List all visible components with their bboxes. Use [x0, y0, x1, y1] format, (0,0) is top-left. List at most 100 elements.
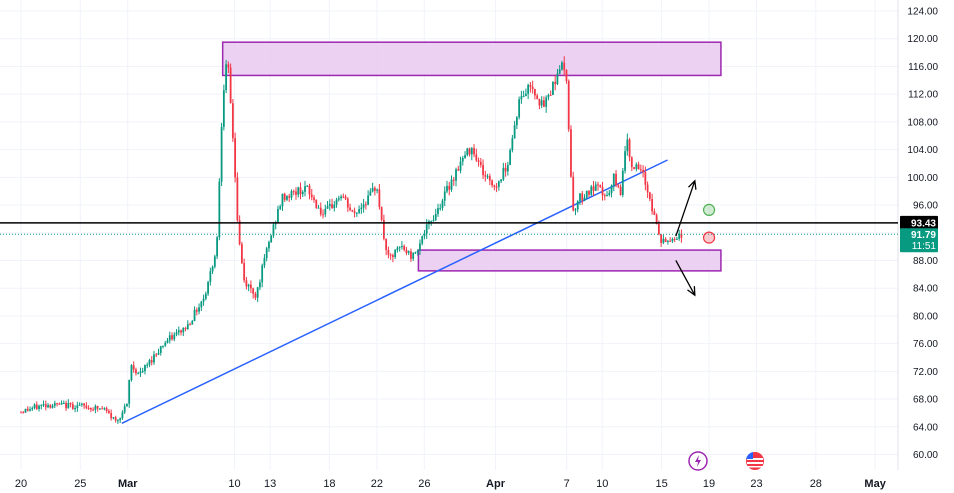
candle-body [74, 408, 76, 410]
candle-body [538, 98, 541, 106]
candle-body [166, 340, 169, 343]
candle-body [281, 193, 284, 207]
x-tick-label: Apr [486, 478, 506, 490]
candle-body [524, 93, 527, 97]
candle-body [475, 154, 478, 161]
candle-body [367, 195, 370, 205]
candle-body [511, 138, 514, 151]
candle-body [624, 151, 626, 171]
candle-body [306, 185, 309, 187]
candle-body [637, 164, 640, 170]
candle-body [443, 191, 446, 201]
candle-body [450, 179, 453, 190]
candle-body [671, 239, 674, 242]
candle-body [563, 62, 566, 71]
candle-body [173, 334, 176, 340]
candle-body [35, 404, 38, 409]
candle-body [114, 417, 117, 421]
candle-body [31, 408, 34, 410]
candle-body [65, 403, 67, 409]
candle-body [606, 194, 608, 197]
candle-body [101, 408, 104, 410]
markers-layer [702, 203, 716, 244]
candle-body [256, 287, 259, 298]
red-marker-dot [702, 231, 716, 244]
level-price-tag [900, 215, 938, 230]
candle-body [493, 185, 496, 187]
candle-body [599, 185, 602, 188]
candle-body [603, 195, 606, 197]
candle-body [227, 64, 230, 68]
candle-body [581, 193, 584, 201]
candle-body [552, 81, 554, 95]
candle-body [529, 84, 532, 87]
candle-body [44, 404, 47, 408]
candle-body [141, 371, 144, 373]
candle-body [576, 201, 579, 210]
x-tick-label: 18 [323, 478, 335, 490]
candle-body [207, 281, 209, 294]
candle-body [225, 64, 228, 91]
candle-body [484, 175, 487, 177]
candle-body [669, 240, 672, 242]
candle-body [398, 246, 401, 248]
candle-body [222, 90, 225, 127]
candle-body [468, 148, 471, 155]
candle-body [60, 403, 63, 405]
candle-body [105, 408, 108, 411]
candle-body [509, 150, 512, 165]
y-tick-label: 100.00 [907, 173, 938, 184]
candle-body [297, 187, 300, 195]
candle-body [304, 186, 306, 192]
candle-body [184, 328, 187, 330]
candle-body [346, 198, 349, 208]
candle-body [567, 81, 570, 130]
candle-body [112, 417, 115, 419]
candle-body [229, 67, 232, 104]
candle-body [335, 199, 338, 205]
candle-body [119, 418, 122, 421]
candle-body [612, 173, 615, 186]
candle-body [362, 204, 365, 208]
x-tick-label: 10 [228, 478, 240, 490]
candle-body [628, 139, 631, 158]
y-tick-label: 60.00 [913, 450, 938, 461]
candle-body [85, 405, 88, 408]
last-price-text: 91.79 [911, 230, 936, 241]
candle-body [153, 354, 155, 363]
candle-body [308, 185, 311, 195]
us-flag-icon[interactable] [746, 452, 764, 470]
candle-body [633, 167, 635, 169]
candle-body [680, 233, 683, 238]
candle-body [457, 169, 460, 171]
candle-body [642, 169, 644, 173]
resistance-zone [221, 41, 722, 77]
candle-body [615, 173, 617, 186]
candle-body [382, 219, 385, 239]
candle-body [259, 282, 261, 288]
y-tick-label: 80.00 [913, 311, 938, 322]
candle-body [177, 330, 180, 333]
candle-body [24, 408, 27, 413]
candle-body [200, 301, 203, 308]
candle-body [432, 219, 435, 222]
y-tick-label: 64.00 [913, 422, 938, 433]
candle-body [437, 208, 439, 215]
x-tick-label: 10 [596, 478, 608, 490]
candle-body [648, 192, 651, 200]
candle-body [295, 191, 297, 195]
candle-body [466, 148, 469, 156]
candle-body [556, 73, 559, 84]
candle-body [371, 187, 374, 192]
candle-body [425, 224, 428, 234]
candle-body [439, 207, 442, 209]
lightning-event-icon[interactable] [688, 451, 708, 471]
candle-body [71, 404, 74, 409]
candle-body [234, 138, 237, 178]
candle-body [247, 284, 250, 287]
candle-body [477, 160, 480, 162]
candle-body [38, 405, 40, 409]
candle-body [662, 238, 665, 243]
